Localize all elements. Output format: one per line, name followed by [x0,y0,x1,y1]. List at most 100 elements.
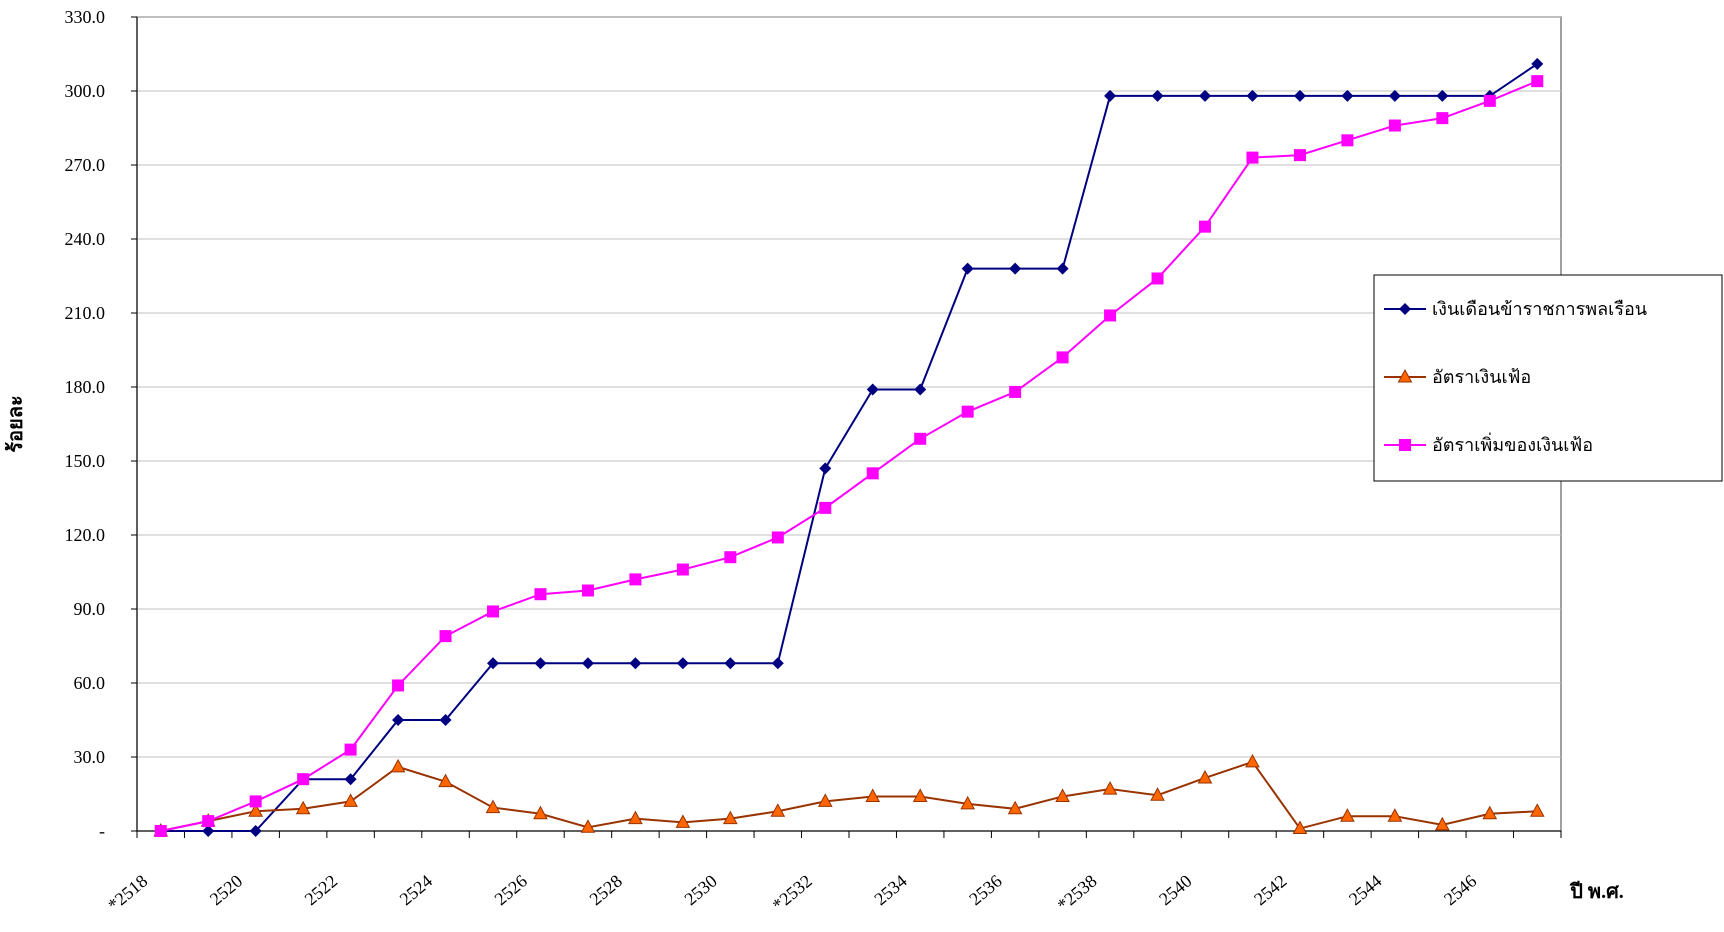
data-point [1482,805,1498,820]
data-point [1388,119,1401,132]
x-tick-label: 2528 [586,871,626,909]
data-point [1483,94,1496,107]
legend-label: อัตราเงินเฟ้อ [1432,367,1531,387]
data-point [487,657,499,670]
x-tick-label: 2540 [1155,871,1195,909]
data-point [1387,808,1403,822]
data-point [1246,151,1259,164]
x-tick-label: *2532 [769,871,816,915]
legend-label: เงินเดือนข้าราชการพลเรือน [1432,299,1647,319]
data-point [392,679,405,692]
data-point [1151,272,1164,285]
x-tick-label: 2530 [680,871,720,909]
x-tick-label: 2546 [1440,871,1480,909]
y-tick-label: 60.0 [74,673,106,693]
y-tick-label: 30.0 [74,747,106,767]
y-tick-label: 90.0 [74,599,106,619]
legend-label: อัตราเพิ่มของเงินเฟ้อ [1432,432,1593,455]
data-point [866,383,879,396]
data-point [1150,787,1165,801]
legend-marker [1399,303,1411,315]
y-tick-label: 270.0 [65,155,106,175]
x-tick-label: 2534 [870,871,910,909]
data-point [1531,57,1544,70]
data-point [724,657,737,670]
data-point [249,795,262,808]
data-point [1436,112,1449,125]
data-point [295,800,311,815]
data-point [1246,89,1259,102]
x-tick-label: *2518 [104,871,151,915]
y-tick-label: 150.0 [65,451,106,471]
x-tick-label: *2538 [1053,871,1100,915]
data-point [249,825,262,837]
legend-marker [1399,439,1411,451]
data-point [771,657,784,670]
data-point [961,262,974,275]
data-point [1199,220,1211,233]
data-point [485,799,501,814]
data-point [1341,134,1354,147]
y-tick-label: 120.0 [65,525,106,545]
data-point [534,657,547,670]
data-point [1434,816,1450,831]
y-tick-label: 210.0 [65,303,106,323]
data-point [1104,89,1117,102]
data-point [676,657,689,670]
data-point [1197,769,1213,784]
data-point [1293,89,1306,102]
data-point [1009,262,1022,275]
legend-box [1373,274,1723,482]
data-point [914,383,927,396]
data-point [534,588,547,601]
data-point [1199,89,1211,102]
data-point [912,788,928,802]
data-point [438,773,453,788]
data-point [961,405,974,418]
x-tick-label: 2526 [491,871,531,909]
series-line [160,80,1538,832]
data-point [1341,89,1354,102]
data-point [1102,781,1118,795]
data-point [770,803,786,817]
y-tick-label: 300.0 [65,81,106,101]
x-tick-label: 2520 [206,871,246,909]
data-point [1104,309,1117,322]
x-tick-label: 2544 [1345,871,1385,909]
data-point [533,805,548,820]
plot-area [136,16,1562,832]
series-line [160,760,1538,832]
data-point [344,773,357,786]
y-axis-label: ร้อยละ [4,395,27,452]
data-point [1007,800,1023,815]
data-point [1055,788,1070,802]
data-point [628,810,643,825]
x-tick-label: 2524 [396,871,436,909]
data-point [1388,89,1401,102]
data-point [1436,89,1449,102]
data-point [1529,803,1545,817]
data-point [248,803,264,817]
data-point [817,793,833,807]
data-point [1293,149,1306,162]
data-point [390,758,406,773]
data-point [676,563,689,576]
y-tick-label: - [99,821,105,841]
data-point [1056,351,1069,364]
data-point [865,788,881,802]
data-point [154,825,167,837]
data-point [1245,753,1260,768]
data-point [1340,808,1355,822]
data-point [297,773,310,786]
x-tick-label: 2542 [1250,871,1290,909]
data-point [724,551,737,564]
data-point [1292,820,1308,835]
data-point [202,815,215,828]
data-point [439,714,452,726]
data-point [866,467,879,480]
data-point [675,814,691,828]
series-line [160,63,1538,832]
data-point [392,714,405,726]
data-point [1531,75,1544,88]
